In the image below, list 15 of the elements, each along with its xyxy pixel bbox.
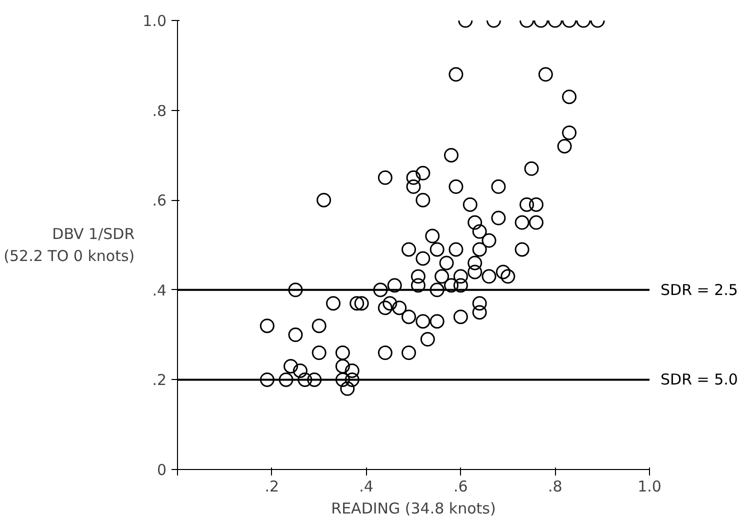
x-tick-label: .8 <box>548 478 562 496</box>
x-tick-label: .2 <box>264 478 280 496</box>
y-tick-label: 0 <box>156 461 167 479</box>
text: SDR = 2.5 <box>660 280 738 299</box>
x-tick-label: .4 <box>359 478 374 496</box>
x-tick-label: 1.0 <box>638 478 662 496</box>
x-tick-label: .6 <box>454 478 468 496</box>
y-tick-label: 1.0 <box>142 12 167 30</box>
y-axis-title: DBV 1/SDR (52.2 TO 0 knots) <box>4 225 135 265</box>
x-axis-title: READING (34.8 knots) <box>331 500 496 518</box>
y-tick-label: .2 <box>152 371 166 390</box>
y-tick-label: .6 <box>152 192 166 210</box>
y-tick-label: .8 <box>152 102 166 120</box>
y-tick-label: .4 <box>152 281 166 300</box>
text: SDR = 5.0 <box>660 370 738 389</box>
